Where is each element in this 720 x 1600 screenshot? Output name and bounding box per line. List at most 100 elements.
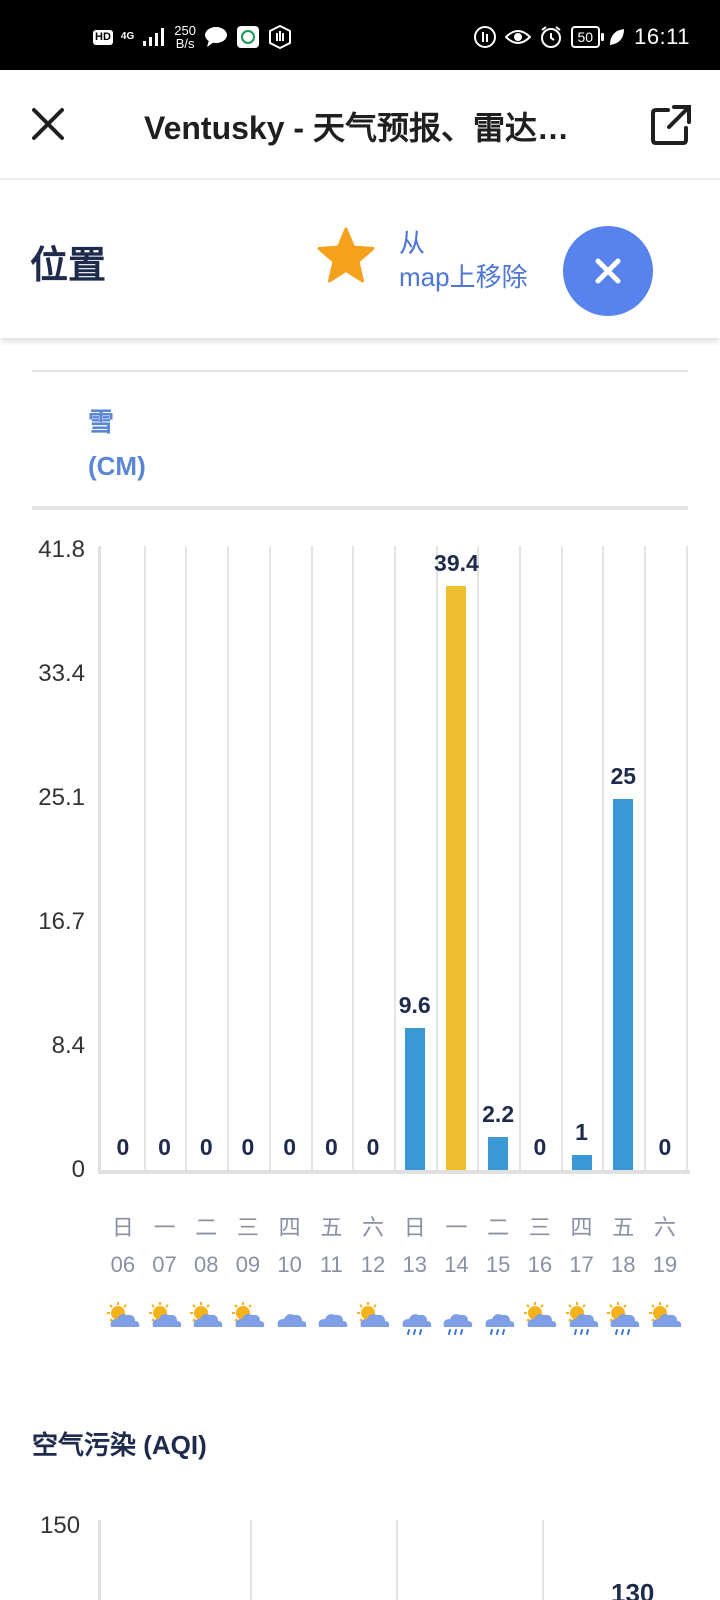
sun-cloud-icon bbox=[106, 1302, 140, 1327]
grid-line bbox=[602, 546, 605, 1172]
grid-line bbox=[393, 546, 396, 1172]
y-tick-label: 16.7 bbox=[38, 908, 85, 935]
bar bbox=[404, 1027, 425, 1170]
grid-line bbox=[227, 546, 230, 1172]
date-label: 06 bbox=[110, 1252, 136, 1277]
cloud-icon bbox=[277, 1314, 306, 1327]
grid-line bbox=[352, 546, 355, 1172]
bar-value-label: 0 bbox=[199, 1134, 213, 1160]
close-icon bbox=[595, 258, 621, 284]
rain-cloud-icon bbox=[402, 1314, 431, 1335]
grid-line bbox=[519, 546, 521, 1172]
clock: 16:11 bbox=[634, 24, 690, 49]
bar-value-label: 1 bbox=[575, 1119, 588, 1146]
date-label: 10 bbox=[277, 1252, 302, 1277]
page-title: Ventusky - 天气预报、雷达… bbox=[144, 110, 569, 146]
aqi-y-tick: 150 bbox=[40, 1512, 81, 1539]
y-tick-label: 0 bbox=[71, 1156, 85, 1183]
snow-label-title: 雪 bbox=[88, 407, 115, 437]
grid-line bbox=[685, 546, 688, 1172]
weekday-label: 一 bbox=[445, 1215, 468, 1240]
aqi-y-axis bbox=[98, 1520, 101, 1600]
bar-value-label: 9.6 bbox=[398, 991, 431, 1018]
aqi-grid-line bbox=[396, 1520, 398, 1600]
chart-top-divider bbox=[32, 506, 688, 510]
y-tick-label: 8.4 bbox=[51, 1032, 85, 1059]
bar-value-label: 0 bbox=[241, 1134, 255, 1160]
date-label: 15 bbox=[485, 1252, 511, 1277]
sun-cloud-icon bbox=[648, 1302, 682, 1327]
chat-bubble-icon bbox=[204, 27, 227, 47]
grid-line bbox=[477, 546, 480, 1172]
date-label: 09 bbox=[235, 1252, 261, 1277]
sun-cloud-icon bbox=[523, 1302, 557, 1327]
y-tick-label: 41.8 bbox=[38, 536, 85, 563]
date-label: 18 bbox=[611, 1252, 636, 1277]
app-header: Ventusky - 天气预报、雷达… bbox=[0, 70, 720, 180]
network-speed: 250 B/s bbox=[174, 24, 196, 50]
cloud-icon bbox=[318, 1314, 348, 1327]
weekday-label: 日 bbox=[403, 1215, 426, 1240]
date-label: 19 bbox=[652, 1252, 678, 1277]
open-external-icon[interactable] bbox=[650, 104, 692, 146]
weekday-label: 一 bbox=[153, 1215, 176, 1240]
rain-cloud-icon bbox=[485, 1314, 515, 1335]
remove-button[interactable] bbox=[563, 226, 653, 316]
bar bbox=[446, 585, 467, 1170]
date-label: 13 bbox=[402, 1252, 427, 1277]
bar-value-label: 2.2 bbox=[482, 1101, 515, 1128]
date-label: 11 bbox=[319, 1252, 343, 1277]
close-icon[interactable] bbox=[28, 104, 68, 144]
weekday-label: 二 bbox=[195, 1215, 218, 1240]
weekday-label: 二 bbox=[487, 1215, 510, 1240]
sun-cloud-icon bbox=[357, 1302, 390, 1327]
grid-line bbox=[560, 546, 563, 1172]
bar-value-label: 0 bbox=[533, 1134, 547, 1160]
sun-rain-icon bbox=[607, 1302, 640, 1335]
x-axis-baseline bbox=[98, 1170, 690, 1174]
date-label: 07 bbox=[152, 1252, 177, 1277]
signal-icon bbox=[143, 28, 165, 46]
weekday-label: 三 bbox=[528, 1215, 551, 1240]
snow-label-unit: (CM) bbox=[88, 451, 146, 481]
grid-line bbox=[310, 546, 313, 1172]
remove-from-map-link[interactable]: 从 map上移除 bbox=[399, 226, 528, 294]
date-label: 14 bbox=[444, 1252, 469, 1277]
hd-badge: HD bbox=[93, 29, 113, 45]
hand-icon bbox=[268, 25, 291, 49]
alarm-icon bbox=[540, 26, 561, 48]
network-type: 4G bbox=[120, 31, 135, 42]
leaf-icon bbox=[610, 29, 625, 45]
weekday-label: 四 bbox=[278, 1215, 301, 1240]
status-right: 50 16:11 bbox=[473, 22, 691, 52]
data-saver-icon bbox=[473, 26, 496, 48]
y-tick-label: 33.4 bbox=[38, 660, 85, 687]
location-panel: 位置 从 map上移除 bbox=[0, 182, 720, 338]
y-tick-label: 25.1 bbox=[38, 784, 85, 811]
weekday-label: 三 bbox=[236, 1215, 259, 1240]
weekday-label: 日 bbox=[111, 1215, 134, 1240]
rain-cloud-icon bbox=[444, 1314, 473, 1335]
grid-line bbox=[268, 546, 271, 1172]
bar-value-label: 25 bbox=[610, 763, 637, 790]
bar-value-label: 0 bbox=[116, 1134, 130, 1160]
star-icon[interactable] bbox=[316, 226, 376, 286]
date-label: 16 bbox=[527, 1252, 553, 1277]
sun-cloud-icon bbox=[231, 1302, 265, 1327]
weekday-label: 五 bbox=[612, 1215, 635, 1240]
date-label: 17 bbox=[569, 1252, 594, 1277]
snow-unit-label: 雪 (CM) bbox=[88, 400, 146, 488]
aqi-grid-line bbox=[542, 1520, 544, 1600]
aqi-value-label: 130 bbox=[611, 1578, 655, 1600]
app-notification-icon bbox=[236, 26, 259, 48]
weekday-label: 六 bbox=[362, 1215, 385, 1240]
bar-value-label: 0 bbox=[658, 1134, 672, 1160]
location-title: 位置 bbox=[30, 245, 107, 287]
sun-rain-icon bbox=[565, 1302, 598, 1335]
aqi-grid-line bbox=[250, 1520, 252, 1600]
sun-cloud-icon bbox=[190, 1302, 223, 1327]
bar bbox=[571, 1155, 592, 1170]
status-left: HD 4G 250 B/s bbox=[93, 22, 292, 52]
y-axis bbox=[98, 546, 101, 1174]
speed-value: 250 bbox=[174, 23, 196, 38]
